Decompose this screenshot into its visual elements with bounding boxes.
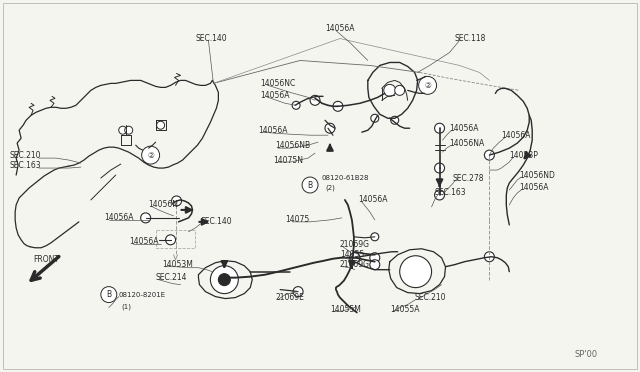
Circle shape [435,190,445,200]
Text: SEC.278: SEC.278 [452,173,484,183]
Circle shape [484,150,494,160]
Circle shape [333,101,343,111]
Circle shape [310,95,320,105]
Text: 14056A: 14056A [129,237,158,246]
Text: SEC.140: SEC.140 [200,217,232,227]
Circle shape [302,177,318,193]
Text: SEC.210: SEC.210 [9,151,41,160]
Circle shape [400,256,431,288]
Text: 14056ND: 14056ND [519,170,555,180]
Text: 14056NB: 14056NB [275,141,310,150]
Text: 14056A: 14056A [519,183,548,192]
Circle shape [125,126,132,134]
Text: 14053P: 14053P [509,151,538,160]
Circle shape [211,266,238,294]
Circle shape [384,84,396,96]
Text: 14056A: 14056A [325,24,355,33]
Text: SEC.163: SEC.163 [435,189,466,198]
Text: 14056A: 14056A [501,131,531,140]
Text: 14055: 14055 [340,250,364,259]
Circle shape [350,253,360,263]
Text: 08120-8201E: 08120-8201E [119,292,166,298]
Circle shape [391,116,399,124]
Circle shape [293,286,303,296]
Text: 14056A: 14056A [260,91,290,100]
Circle shape [435,163,445,173]
Text: SEC.210: SEC.210 [415,293,446,302]
Circle shape [484,252,494,262]
Circle shape [292,101,300,109]
Circle shape [141,213,150,223]
Circle shape [370,260,380,270]
Text: 14056A: 14056A [104,214,133,222]
Circle shape [166,235,175,245]
Circle shape [371,233,379,241]
Text: 14053M: 14053M [163,260,193,269]
Text: 14055A: 14055A [390,305,419,314]
Circle shape [395,86,404,95]
Text: 14056A: 14056A [258,126,288,135]
Text: 08120-61B28: 08120-61B28 [322,175,369,181]
Text: 14056N: 14056N [148,201,179,209]
Circle shape [435,123,445,133]
Circle shape [119,126,127,134]
Circle shape [218,274,230,286]
Text: ②: ② [147,151,154,160]
Text: SEC.140: SEC.140 [195,34,227,43]
Circle shape [370,253,380,263]
Text: SP'00: SP'00 [574,350,597,359]
Circle shape [157,121,164,129]
Circle shape [101,286,116,302]
Circle shape [350,253,360,263]
Text: 21069E: 21069E [275,293,304,302]
Text: SEC.214: SEC.214 [156,273,187,282]
Text: 14075N: 14075N [273,155,303,164]
Circle shape [419,76,436,94]
Text: SEC.118: SEC.118 [454,34,486,43]
Text: B: B [307,180,312,189]
Text: B: B [106,290,111,299]
Text: FRONT: FRONT [33,255,59,264]
Text: 14056NA: 14056NA [449,139,484,148]
Text: 14056A: 14056A [358,195,387,205]
Text: 14056A: 14056A [449,124,479,133]
Text: 14055M: 14055M [330,305,361,314]
Text: (1): (1) [122,303,132,310]
Text: SEC.163: SEC.163 [9,161,41,170]
Circle shape [325,123,335,133]
Circle shape [141,146,159,164]
Text: 21069G: 21069G [340,240,370,249]
Text: 21069G: 21069G [340,260,370,269]
Text: (2): (2) [325,185,335,191]
Circle shape [172,196,182,206]
Text: 14056NC: 14056NC [260,79,296,88]
Text: ②: ② [424,81,431,90]
Text: 14075: 14075 [285,215,309,224]
Circle shape [371,114,379,122]
